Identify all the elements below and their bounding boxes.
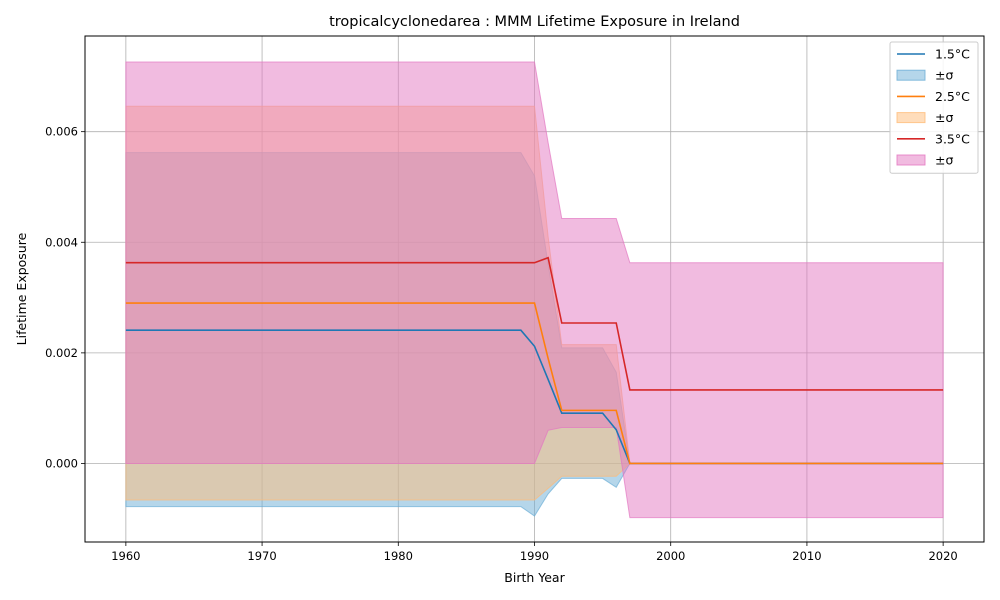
- y-tick-label: 0.006: [45, 125, 78, 139]
- x-tick-label: 2020: [928, 549, 957, 563]
- legend-swatch-band: [896, 154, 926, 166]
- error-bands: [125, 61, 944, 519]
- y-axis-label: Lifetime Exposure: [14, 232, 29, 345]
- legend-box: [889, 41, 979, 174]
- series-line-1.5°C: [125, 329, 944, 465]
- x-axis-label: Birth Year: [504, 570, 565, 585]
- legend-label: 2.5°C: [935, 89, 970, 104]
- band-3.5°C: [125, 61, 944, 519]
- y-tick-label: 0.004: [45, 235, 78, 249]
- series-line-3.5°C: [125, 256, 944, 391]
- legend-label: 1.5°C: [935, 47, 970, 62]
- y-tick-label: 0.000: [45, 456, 78, 470]
- x-axis-ticks: 1960 1970 1980 1990 2000 2010 2020: [111, 542, 958, 563]
- legend-swatch-band: [896, 69, 926, 81]
- legend: 1.5°C ±σ 2.5°C ±σ 3.5°C ±σ: [889, 41, 979, 174]
- chart-title: tropicalcyclonedarea : MMM Lifetime Expo…: [329, 14, 740, 30]
- x-tick-label: 1960: [111, 549, 140, 563]
- legend-band-label: ±σ: [935, 110, 953, 125]
- legend-band-label: ±σ: [935, 153, 953, 168]
- series-lines: [125, 256, 944, 465]
- x-tick-label: 1980: [384, 549, 413, 563]
- x-tick-label: 2000: [656, 549, 685, 563]
- series-line-2.5°C: [125, 302, 944, 465]
- y-tick-label: 0.002: [45, 346, 78, 360]
- x-tick-label: 2010: [792, 549, 821, 563]
- legend-band-label: ±σ: [935, 68, 953, 83]
- legend-label: 3.5°C: [935, 131, 970, 146]
- legend-swatch-band: [896, 112, 926, 124]
- y-axis-ticks: 0.000 0.002 0.004 0.006: [45, 125, 85, 470]
- x-tick-label: 1970: [247, 549, 276, 563]
- x-tick-label: 1990: [520, 549, 549, 563]
